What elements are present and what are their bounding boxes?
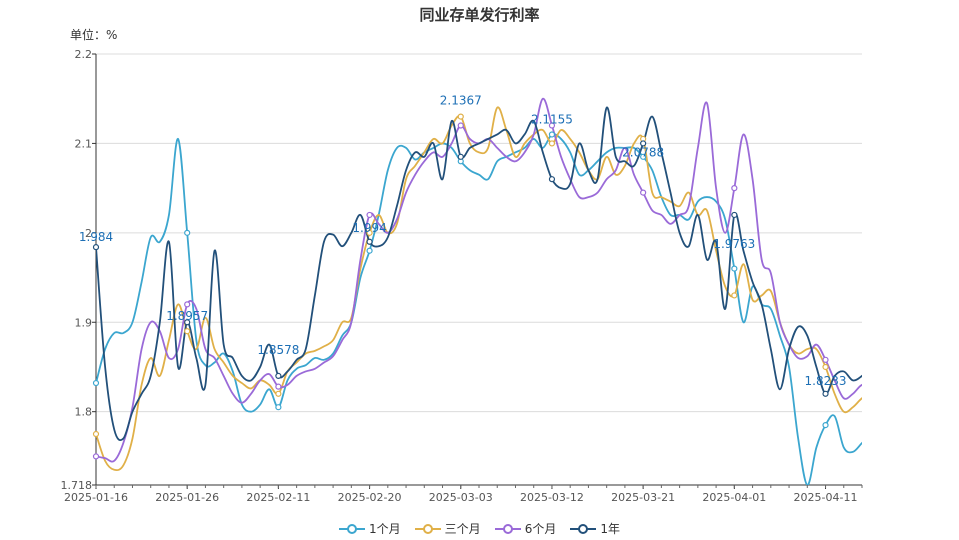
y-tick-label: 1.8 <box>75 406 93 419</box>
axes: 1.718 1.8 1.9 2 2.1 2.2 2025-01-16 2025-01-26 20… <box>61 48 863 504</box>
data-point-marker <box>822 363 829 371</box>
data-point-marker <box>822 390 829 397</box>
data-point-marker <box>640 153 647 160</box>
data-point-marker <box>275 404 282 411</box>
legend-label: 1个月 <box>369 522 401 536</box>
grid-lines <box>96 53 862 413</box>
y-tick-label: 2.1 <box>75 137 93 150</box>
legend-item-1[interactable]: 1个月 <box>339 520 401 537</box>
data-point-marker <box>92 244 100 251</box>
data-point-marker <box>366 238 373 245</box>
legend-label: 1年 <box>600 522 620 536</box>
chart-title: 同业存单发行利率 <box>419 6 540 24</box>
y-tick-label: 1.718 <box>61 479 93 492</box>
series-line-2 <box>96 106 862 472</box>
x-tick-label: 2025-04-11 <box>794 491 858 504</box>
data-point-marker <box>184 319 191 326</box>
data-point-marker <box>548 140 556 147</box>
data-point-marker <box>548 176 556 183</box>
x-tick-label: 2025-02-11 <box>246 491 310 504</box>
data-point-marker <box>366 229 373 236</box>
data-point-marker <box>92 453 100 460</box>
data-label: 1.8957 <box>166 309 208 323</box>
x-tick-label: 2025-03-03 <box>429 491 493 504</box>
legend-item-4[interactable]: 1年 <box>570 520 620 537</box>
unit-label: 单位：% <box>70 28 118 42</box>
data-point-marker <box>822 356 829 363</box>
data-label: 2.1367 <box>440 94 482 108</box>
data-point-marker <box>366 247 373 254</box>
data-label: 1.984 <box>79 230 113 244</box>
data-point-marker <box>275 372 282 380</box>
data-label: 2.1155 <box>531 113 573 127</box>
data-point-marker <box>275 383 282 390</box>
data-point-marker <box>731 265 738 272</box>
x-tick-label: 2025-03-21 <box>611 491 675 504</box>
data-point-marker <box>275 390 282 397</box>
data-point-marker <box>548 122 556 129</box>
y-tick-label: 2.2 <box>75 48 93 61</box>
data-point-marker <box>640 140 647 147</box>
y-tick-label: 2 <box>85 227 92 240</box>
data-point-marker <box>366 211 373 219</box>
data-label: 1.8233 <box>805 374 847 388</box>
legend: 1个月 三个月 6个月 1年 <box>0 520 959 538</box>
data-point-marker <box>548 131 556 138</box>
data-point-marker <box>184 301 191 308</box>
data-point-marker <box>457 113 464 120</box>
series-line-3 <box>96 97 862 463</box>
legend-item-3[interactable]: 6个月 <box>494 520 557 537</box>
data-point-marker <box>731 185 738 192</box>
x-tick-label: 2025-01-16 <box>64 491 128 504</box>
legend-symbol <box>494 523 521 535</box>
series-lines <box>96 97 862 485</box>
data-labels: 1.984 1.8957 1.8578 1.994 2.1367 2.1155 2.0788… <box>79 94 847 388</box>
series-line-1 <box>96 133 862 485</box>
legend-symbol <box>339 523 366 535</box>
data-point-marker <box>731 292 738 299</box>
x-tick-label: 2025-02-20 <box>338 491 402 504</box>
data-label: 1.9763 <box>713 237 755 251</box>
x-tick-label: 2025-03-12 <box>520 491 584 504</box>
y-tick-label: 1.9 <box>75 316 93 329</box>
data-point-marker <box>731 211 738 219</box>
data-label: 2.0788 <box>622 145 664 159</box>
data-point-marker <box>184 229 191 236</box>
x-tick-label: 2025-01-26 <box>155 491 219 504</box>
legend-symbol <box>414 523 441 535</box>
legend-label: 三个月 <box>444 522 481 536</box>
legend-symbol <box>570 523 597 535</box>
data-point-marker <box>822 421 829 429</box>
data-point-marker <box>640 189 647 196</box>
data-point-marker <box>92 430 100 438</box>
data-markers <box>92 113 829 460</box>
x-tick-label: 2025-04-01 <box>702 491 766 504</box>
data-point-marker <box>184 328 191 335</box>
data-point-marker <box>92 379 100 387</box>
legend-label: 6个月 <box>524 522 557 536</box>
data-point-marker <box>457 122 464 129</box>
series-line-4 <box>96 106 862 442</box>
data-label: 1.8578 <box>257 343 299 357</box>
data-point-marker <box>457 153 464 160</box>
legend-item-2[interactable]: 三个月 <box>414 520 481 537</box>
data-label: 1.994 <box>352 221 386 235</box>
